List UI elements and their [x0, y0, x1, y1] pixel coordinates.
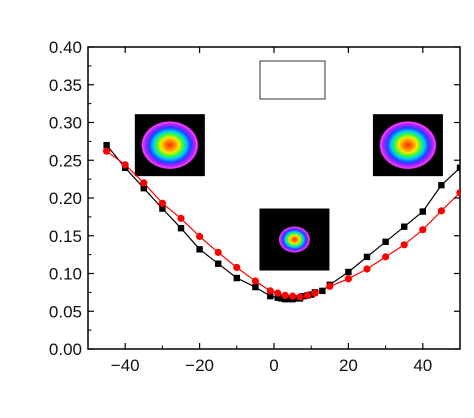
data-point-square: [308, 291, 315, 298]
data-point-circle: [303, 291, 312, 299]
data-point-circle: [274, 289, 282, 297]
data-point-square: [140, 184, 147, 192]
data-point-circle: [400, 241, 408, 249]
beam-profile-left: [134, 114, 205, 177]
x-tick-label: −20: [185, 356, 214, 375]
x-tick-label: 0: [269, 356, 278, 375]
x-tick-label: 20: [339, 356, 358, 375]
data-point-circle: [289, 292, 297, 300]
y-tick-label: 0.30: [49, 114, 82, 133]
data-point-square: [285, 295, 293, 303]
y-tick-label: 0.40: [49, 38, 82, 57]
data-point-square: [233, 274, 240, 282]
legend-box: [259, 60, 326, 100]
data-point-circle: [296, 293, 304, 301]
data-point-circle: [456, 189, 460, 197]
data-point-circle: [233, 263, 241, 272]
x-tick-label: −40: [111, 356, 140, 375]
data-point-square: [274, 294, 281, 301]
y-tick-label: 0.25: [49, 151, 82, 170]
data-point-square: [456, 164, 460, 171]
data-point-square: [177, 225, 185, 232]
data-point-square: [300, 292, 307, 300]
data-point-square: [363, 253, 371, 261]
data-point-square: [419, 208, 426, 215]
data-point-circle: [344, 275, 352, 283]
data-point-circle: [103, 147, 111, 155]
beam-profile-right: [372, 114, 443, 177]
data-point-square: [159, 205, 166, 212]
data-point-circle: [140, 179, 148, 187]
data-point-square: [401, 223, 408, 230]
data-point-square: [319, 287, 326, 295]
beam-profile-insets: [134, 114, 443, 271]
data-point-circle: [382, 253, 390, 261]
y-tick-label: 0.05: [49, 302, 82, 321]
data-point-circle: [177, 214, 185, 222]
data-point-circle: [196, 232, 204, 241]
y-tick-label: 0.00: [49, 340, 82, 359]
x-tick-label: 40: [413, 356, 432, 375]
beam-profile-center: [259, 208, 330, 271]
data-point-square: [438, 181, 445, 189]
data-point-circle: [326, 282, 334, 290]
data-point-square: [281, 295, 289, 303]
data-markers: [103, 141, 460, 303]
data-point-square: [278, 295, 285, 302]
data-point-circle: [419, 226, 427, 234]
data-point-square: [293, 295, 300, 302]
y-tick-label: 0.15: [49, 227, 82, 246]
data-point-circle: [266, 287, 274, 295]
data-point-circle: [281, 291, 289, 299]
data-point-square: [196, 246, 203, 253]
data-point-square: [252, 283, 259, 291]
y-tick-label: 0.10: [49, 265, 82, 284]
data-point-square: [382, 238, 389, 245]
data-point-circle: [437, 207, 445, 215]
data-point-square: [267, 292, 274, 300]
y-tick-label: 0.35: [49, 76, 82, 95]
y-tick-label: 0.20: [49, 189, 82, 208]
data-point-square: [103, 141, 110, 149]
data-point-circle: [311, 289, 319, 297]
data-point-circle: [158, 199, 166, 207]
data-point-circle: [121, 161, 129, 169]
data-point-square: [215, 260, 222, 267]
axis-ticks: 0.00 0.05 0.10 0.15 0.20 0.25 0.30 0.35 0.40 −40 −…: [49, 38, 461, 375]
data-point-circle: [251, 277, 259, 285]
data-point-square: [345, 268, 352, 276]
fit-line-2: [106, 150, 460, 298]
data-point-circle: [214, 248, 222, 256]
data-point-circle: [363, 265, 371, 273]
